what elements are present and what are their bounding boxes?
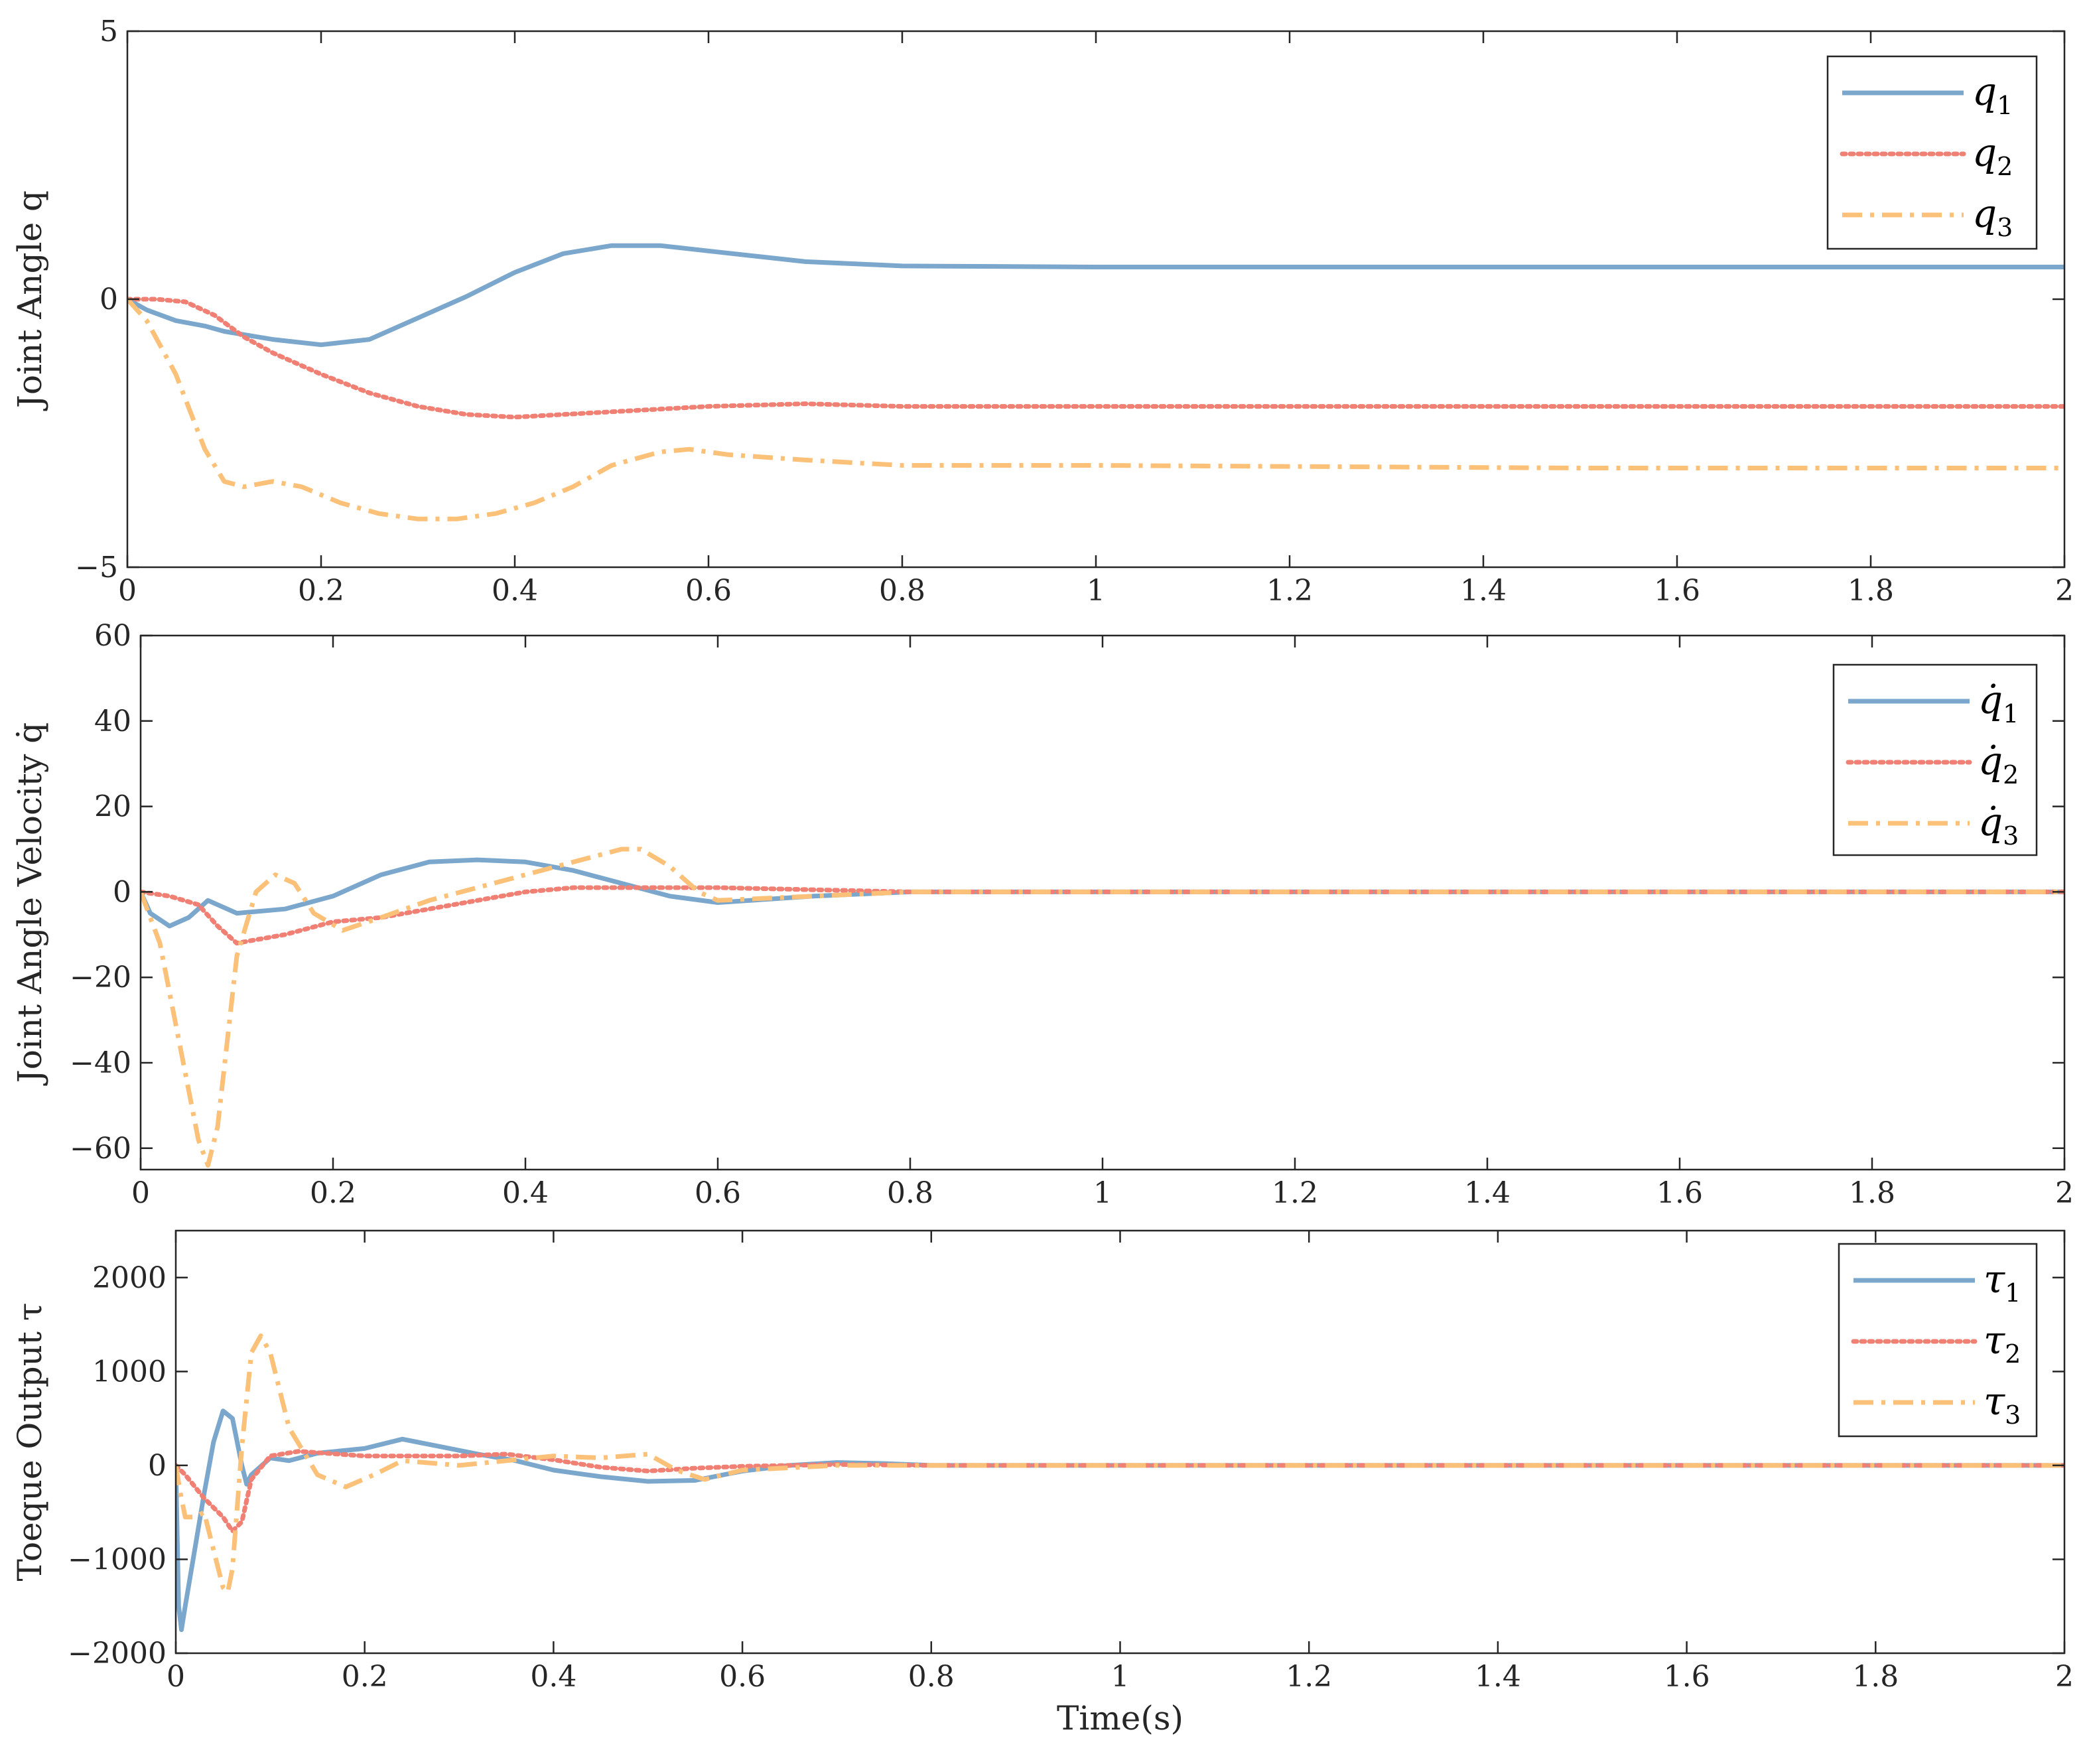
x-tick-label: 0.4: [530, 1660, 576, 1694]
panel-3: 0 0.2 0.4 0.6 0.8 1 1.2 1.4 1.6 1.8 2 −2000 −1000 0 10…: [11, 1229, 2074, 1737]
series-line-1: [127, 243, 2064, 348]
x-tick-label: 0: [118, 574, 137, 608]
x-tick-label: 1.6: [1664, 1660, 1710, 1694]
legend-entry: q̇2: [1978, 738, 2019, 789]
x-tick-label: 0.2: [310, 1176, 356, 1210]
legend-entry: q1: [1972, 69, 2013, 120]
y-axis-label: Joint Angle Velocity q̇: [11, 722, 49, 1087]
y-tick-label: 20: [94, 790, 131, 824]
legend: q1 q2 q3: [1826, 55, 2038, 250]
y-tick-label: −20: [70, 961, 131, 994]
x-tick-label: 2: [2055, 574, 2074, 608]
x-tick-label: 1: [1093, 1176, 1112, 1210]
x-tick-label: 0: [167, 1660, 185, 1694]
y-tick-label: 60: [94, 619, 131, 653]
legend-entry: τ2: [1984, 1318, 2021, 1369]
x-tick-label: 1.2: [1266, 574, 1313, 608]
y-axis-label: Joint Angle q: [11, 190, 49, 411]
series-line-2: [127, 297, 2064, 420]
x-tick-label: 1.8: [1852, 1660, 1899, 1694]
y-tick-label: −40: [70, 1046, 131, 1080]
axes-frame: [174, 1229, 2066, 1655]
y-tick-label: 0: [148, 1449, 167, 1483]
x-tick-label: 1.6: [1654, 574, 1700, 608]
x-tick-label: 1: [1111, 1660, 1130, 1694]
series-line-2: [176, 1449, 2064, 1534]
y-tick-label: 40: [94, 705, 131, 738]
x-tick-label: 0.6: [695, 1176, 741, 1210]
x-tick-label: 0.8: [887, 1176, 933, 1210]
x-tick-label: 1.2: [1286, 1660, 1332, 1694]
x-tick-label: 0.8: [879, 574, 925, 608]
x-tick-label: 1.4: [1464, 1176, 1511, 1210]
x-axis-label: Time(s): [1057, 1699, 1183, 1737]
legend-entry: τ3: [1984, 1379, 2021, 1430]
x-tick-label: 2: [2055, 1176, 2074, 1210]
x-tick-label: 1.6: [1656, 1176, 1703, 1210]
legend-entry: τ1: [1984, 1256, 2021, 1308]
series-line-1: [176, 1408, 2064, 1633]
x-tick-label: 0.8: [908, 1660, 955, 1694]
y-tick-label: 0: [113, 875, 131, 909]
x-tick-label: 0.2: [342, 1660, 388, 1694]
y-tick-label: 1000: [92, 1355, 167, 1389]
legend-entry: q3: [1972, 191, 2013, 242]
x-tick-label: 0.2: [298, 574, 344, 608]
x-tick-label: 2: [2055, 1660, 2074, 1694]
y-axis-label: Toeque Output τ: [11, 1303, 49, 1582]
y-tick-label: 2000: [92, 1261, 167, 1295]
x-tick-label: 0.6: [685, 574, 732, 608]
legend: q̇1 q̇2 q̇3: [1832, 663, 2038, 856]
x-tick-label: 1.8: [1849, 1176, 1895, 1210]
panel-2: 0 0.2 0.4 0.6 0.8 1 1.2 1.4 1.6 1.8 2 −60 −40 −20 0 20 4…: [11, 619, 2074, 1210]
series-group: [141, 847, 2064, 1168]
y-tick-label: −60: [70, 1132, 131, 1166]
x-tick-label: 1.4: [1475, 1660, 1521, 1694]
y-tick-label: 0: [100, 283, 118, 316]
y-tick-label: −5: [75, 551, 118, 584]
x-tick-label: 1.2: [1272, 1176, 1318, 1210]
y-tick-label: −2000: [68, 1637, 167, 1670]
legend-entry: q̇3: [1978, 799, 2019, 850]
y-tick-label: 5: [100, 15, 118, 48]
legend-entry: q̇1: [1978, 677, 2019, 728]
x-tick-label: 0.4: [492, 574, 538, 608]
x-tick-label: 1: [1087, 574, 1105, 608]
y-tick-label: −1000: [68, 1542, 167, 1576]
x-tick-label: 0.6: [719, 1660, 766, 1694]
series-group: [176, 1333, 2064, 1633]
x-tick-label: 1.8: [1848, 574, 1894, 608]
x-tick-label: 0: [131, 1176, 150, 1210]
axes-frame: [126, 30, 2066, 569]
series-line-2: [141, 885, 2064, 946]
x-tick-label: 1.4: [1460, 574, 1507, 608]
series-line-3: [176, 1333, 2064, 1595]
x-tick-label: 0.4: [502, 1176, 549, 1210]
series-line-3: [141, 847, 2064, 1168]
legend: τ1 τ2 τ3: [1838, 1243, 2038, 1438]
series-group: [127, 243, 2064, 521]
legend-entry: q2: [1972, 130, 2013, 181]
series-line-3: [127, 297, 2064, 521]
